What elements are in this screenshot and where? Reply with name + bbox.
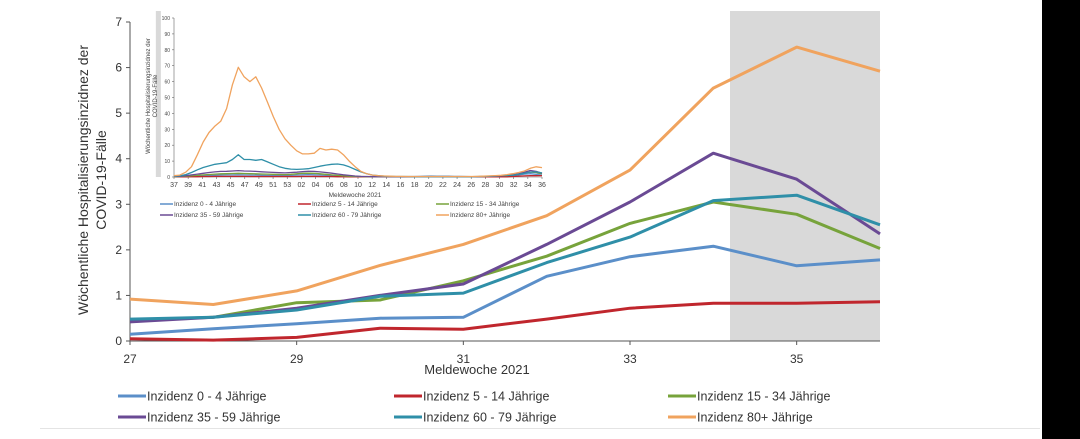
legend-label: Inzidenz 60 - 79 Jährige: [423, 411, 556, 425]
y-tick-label: 0: [115, 334, 122, 348]
legend-label: Inzidenz 5 - 14 Jährige: [423, 390, 550, 404]
inset-y-tick-label: 70: [164, 64, 170, 70]
x-tick-label: 31: [457, 352, 471, 366]
inset-legend-label: Inzidenz 0 - 4 Jährige: [174, 201, 237, 208]
inset-x-tick-label: 10: [354, 182, 362, 189]
inset-x-tick-label: 06: [326, 182, 334, 189]
inset-y-tick-label: 50: [164, 96, 170, 102]
legend: Inzidenz 0 - 4 Jährige Inzidenz 5 - 14 Jä…: [118, 390, 830, 425]
inset-x-tick-label: 24: [453, 182, 461, 189]
y-axis-label-line1: Wöchentliche Hospitalisierungsinzidnez d…: [75, 45, 91, 315]
inset-x-tick-label: 02: [297, 182, 305, 189]
inset-legend: Inzidenz 0 - 4 Jährige Inzidenz 5 - 14 Jä…: [160, 201, 520, 219]
y-tick-label: 1: [115, 288, 122, 302]
inset-y-tick-label: 10: [164, 159, 170, 165]
inset-series-line-6: [173, 66, 543, 178]
inset-x-tick-label: 12: [368, 182, 376, 189]
inset-x-tick-label: 16: [397, 182, 405, 189]
series-line-6: [129, 45, 881, 306]
legend-label: Inzidenz 0 - 4 Jährige: [147, 390, 267, 404]
inset-x-tick-label: 04: [312, 182, 320, 189]
inset-y-tick-label: 30: [164, 127, 170, 133]
inset-y-tick-label: 90: [164, 32, 170, 38]
inset-x-tick-label: 45: [227, 182, 235, 189]
inset-legend-label: Inzidenz 60 - 79 Jährige: [312, 212, 382, 219]
inset-x-tick-label: 26: [467, 182, 475, 189]
inset-y-tick-label: 60: [164, 80, 170, 86]
inset-y-tick-label: 80: [164, 48, 170, 54]
inset-chart: 0 10 20 30 40 50 60 70 80 90 100 37 39 41 43 45 47 49 51 53…: [146, 11, 546, 219]
inset-x-tick-label: 39: [184, 182, 192, 189]
inset-x-tick-label: 32: [510, 182, 518, 189]
inset-x-tick-label: 47: [241, 182, 249, 189]
series-line-3: [129, 200, 881, 322]
series-line-2: [129, 300, 881, 342]
inset-legend-label: Inzidenz 35 - 59 Jährige: [174, 212, 244, 219]
y-axis-label-line2: COVID-19-Fälle: [93, 130, 109, 230]
inset-x-tick-label: 49: [255, 182, 263, 189]
series-line-5: [129, 193, 881, 321]
inset-x-tick-label: 37: [170, 182, 178, 189]
inset-x-tick-label: 34: [524, 182, 532, 189]
inset-y-tick-label: 40: [164, 111, 170, 117]
series-line-1: [129, 244, 881, 336]
inset-x-tick-label: 53: [283, 182, 291, 189]
y-tick-label: 2: [115, 243, 122, 257]
legend-label: Inzidenz 35 - 59 Jährige: [147, 411, 280, 425]
inset-y-tick-label: 100: [162, 16, 171, 22]
bottom-rule: [40, 428, 1040, 429]
right-black-border: [1042, 0, 1080, 439]
inset-x-tick-label: 14: [382, 182, 390, 189]
inset-x-tick-label: 43: [213, 182, 221, 189]
y-tick-label: 6: [115, 61, 122, 75]
inset-x-tick-label: 36: [538, 182, 546, 189]
y-tick-label: 3: [115, 197, 122, 211]
x-tick-label: 27: [123, 352, 137, 366]
x-axis-label: Meldewoche 2021: [424, 362, 530, 377]
inset-y-axis-label-line2: COVID-19-Fälle: [153, 74, 159, 117]
inset-x-tick-label: 51: [269, 182, 277, 189]
y-tick-label: 4: [115, 152, 122, 166]
shaded-region: [730, 11, 880, 341]
inset-x-tick-label: 08: [340, 182, 348, 189]
inset-x-tick-label: 18: [411, 182, 419, 189]
inset-x-axis-label: Meldewoche 2021: [329, 192, 382, 199]
inset-x-tick-label: 22: [439, 182, 447, 189]
inset-x-tick-label: 30: [496, 182, 504, 189]
x-tick-label: 35: [790, 352, 804, 366]
x-tick-label: 33: [623, 352, 637, 366]
y-tick-label: 5: [115, 106, 122, 120]
inset-legend-label: Inzidenz 15 - 34 Jährige: [450, 201, 520, 208]
legend-label: Inzidenz 80+ Jährige: [697, 411, 813, 425]
y-tick-label: 7: [115, 15, 122, 29]
inset-legend-label: Inzidenz 80+ Jährige: [450, 212, 511, 219]
inset-y-tick-label: 20: [164, 143, 170, 149]
legend-label: Inzidenz 15 - 34 Jährige: [697, 390, 830, 404]
x-tick-label: 29: [290, 352, 304, 366]
inset-legend-label: Inzidenz 5 - 14 Jährige: [312, 201, 378, 208]
inset-y-axis-label-line1: Wöchentliche Hospitalisierungsinzidnez d…: [146, 38, 152, 154]
inset-x-tick-label: 28: [481, 182, 489, 189]
inset-x-tick-label: 20: [425, 182, 433, 189]
inset-shaded-region: [155, 11, 161, 177]
inset-x-tick-label: 41: [198, 182, 206, 189]
inset-y-tick-label: 0: [167, 175, 170, 181]
